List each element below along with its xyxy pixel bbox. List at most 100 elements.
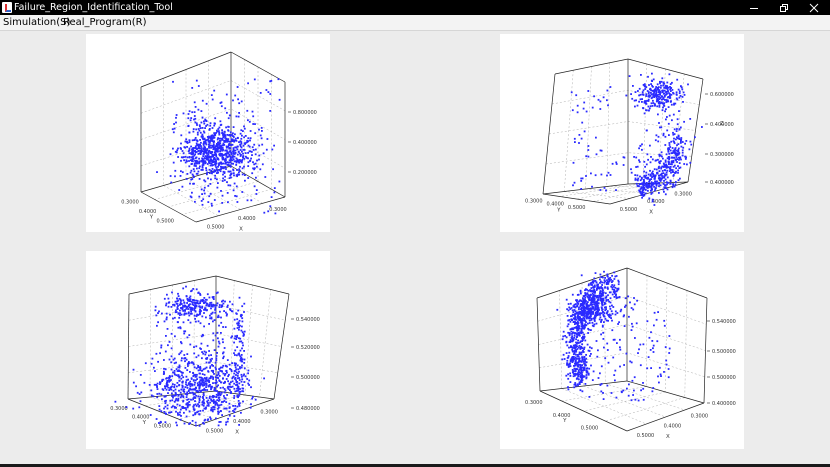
scatter-plot-panel-4[interactable]: 0.540000 0.500000 0.500000 0.400000 0.3000 0.…	[500, 251, 744, 449]
data-point	[216, 399, 219, 401]
scatter-plot-panel-2[interactable]: 0.600000 0.400000 0.300000 0.400000 0.3000 0.…	[500, 34, 744, 232]
data-point	[584, 320, 587, 322]
data-point	[225, 365, 228, 368]
data-point	[650, 178, 653, 180]
data-point	[585, 374, 588, 376]
y-tick-label: 0.5000	[156, 219, 174, 225]
maximize-button[interactable]	[770, 0, 798, 15]
data-point	[202, 409, 204, 412]
data-point	[238, 296, 241, 299]
data-point	[671, 119, 673, 122]
data-point	[182, 376, 185, 379]
data-point	[172, 161, 175, 164]
data-point	[233, 153, 236, 155]
data-point	[593, 290, 596, 293]
data-point	[578, 334, 581, 337]
data-point	[589, 307, 592, 310]
data-point	[175, 121, 177, 124]
data-point	[178, 369, 180, 372]
data-point	[613, 271, 616, 274]
data-point	[669, 146, 672, 148]
data-point	[213, 408, 216, 411]
data-point	[207, 143, 210, 146]
scatter-plot-panel-3[interactable]: 0.540000 0.520000 0.500000 0.480000 0.3000 0.…	[86, 251, 330, 449]
data-point	[194, 400, 196, 402]
data-point	[181, 381, 184, 384]
data-point	[216, 143, 218, 145]
data-point	[266, 138, 269, 140]
data-point	[678, 110, 680, 112]
data-point	[186, 173, 189, 175]
data-point	[194, 421, 197, 424]
data-point	[583, 366, 586, 369]
data-point	[654, 139, 657, 142]
menu-real-program[interactable]: Real_Program(R)	[63, 17, 147, 28]
data-point	[229, 389, 231, 392]
data-point	[562, 353, 565, 356]
menu-simulation[interactable]: Simulation(S)	[3, 17, 71, 28]
data-point	[181, 308, 184, 311]
data-point	[586, 293, 588, 295]
data-point	[258, 158, 260, 161]
scatter3d-svg: 0.5400000.5200000.5000000.4800000.30000.…	[110, 275, 320, 436]
data-point	[592, 370, 595, 373]
data-point	[170, 306, 173, 308]
data-point	[653, 175, 655, 178]
data-point	[663, 176, 666, 179]
data-point	[599, 316, 602, 319]
data-point	[664, 186, 667, 189]
data-point	[218, 126, 221, 129]
data-point	[665, 93, 667, 96]
data-point	[234, 152, 237, 154]
data-point	[648, 185, 650, 188]
data-point	[567, 366, 570, 368]
data-point	[209, 122, 212, 125]
data-point	[223, 391, 226, 394]
data-point	[217, 337, 219, 340]
scatter-plot-panel-1[interactable]: 0.800000 0.400000 0.200000 0.3000 0.4000 0.50…	[86, 34, 330, 232]
data-point	[168, 358, 171, 361]
data-point	[684, 155, 686, 158]
data-point	[647, 92, 650, 95]
data-point	[694, 136, 696, 139]
x-tick-label: 0.4000	[238, 216, 256, 222]
data-point	[651, 176, 653, 178]
data-point	[586, 371, 589, 374]
data-point	[654, 174, 657, 177]
data-point	[260, 137, 263, 140]
data-point	[598, 309, 600, 311]
data-point	[214, 117, 217, 120]
data-point	[620, 390, 623, 393]
data-point	[643, 160, 646, 163]
data-point	[190, 290, 192, 293]
data-point	[205, 298, 208, 301]
data-point	[197, 384, 200, 387]
data-point	[616, 312, 619, 314]
close-button[interactable]	[800, 0, 828, 15]
data-point	[234, 376, 237, 379]
data-point	[229, 147, 232, 150]
data-point	[151, 357, 154, 360]
data-point	[581, 372, 583, 374]
data-point	[155, 383, 158, 386]
data-point	[185, 305, 188, 308]
data-point	[602, 338, 605, 340]
data-point	[230, 162, 233, 165]
data-point	[216, 158, 219, 160]
data-point	[599, 290, 602, 293]
data-point	[210, 137, 213, 140]
data-point	[205, 152, 208, 154]
data-point	[656, 172, 658, 174]
minimize-button[interactable]	[740, 0, 768, 15]
data-point	[138, 406, 141, 409]
data-point	[250, 199, 253, 202]
data-point	[600, 306, 603, 309]
data-point	[250, 403, 252, 406]
box-edge	[140, 51, 232, 88]
data-point	[212, 405, 215, 408]
data-point	[202, 159, 205, 162]
data-point	[677, 88, 680, 91]
data-point	[252, 167, 254, 170]
data-point	[222, 142, 225, 145]
data-point	[589, 290, 592, 293]
